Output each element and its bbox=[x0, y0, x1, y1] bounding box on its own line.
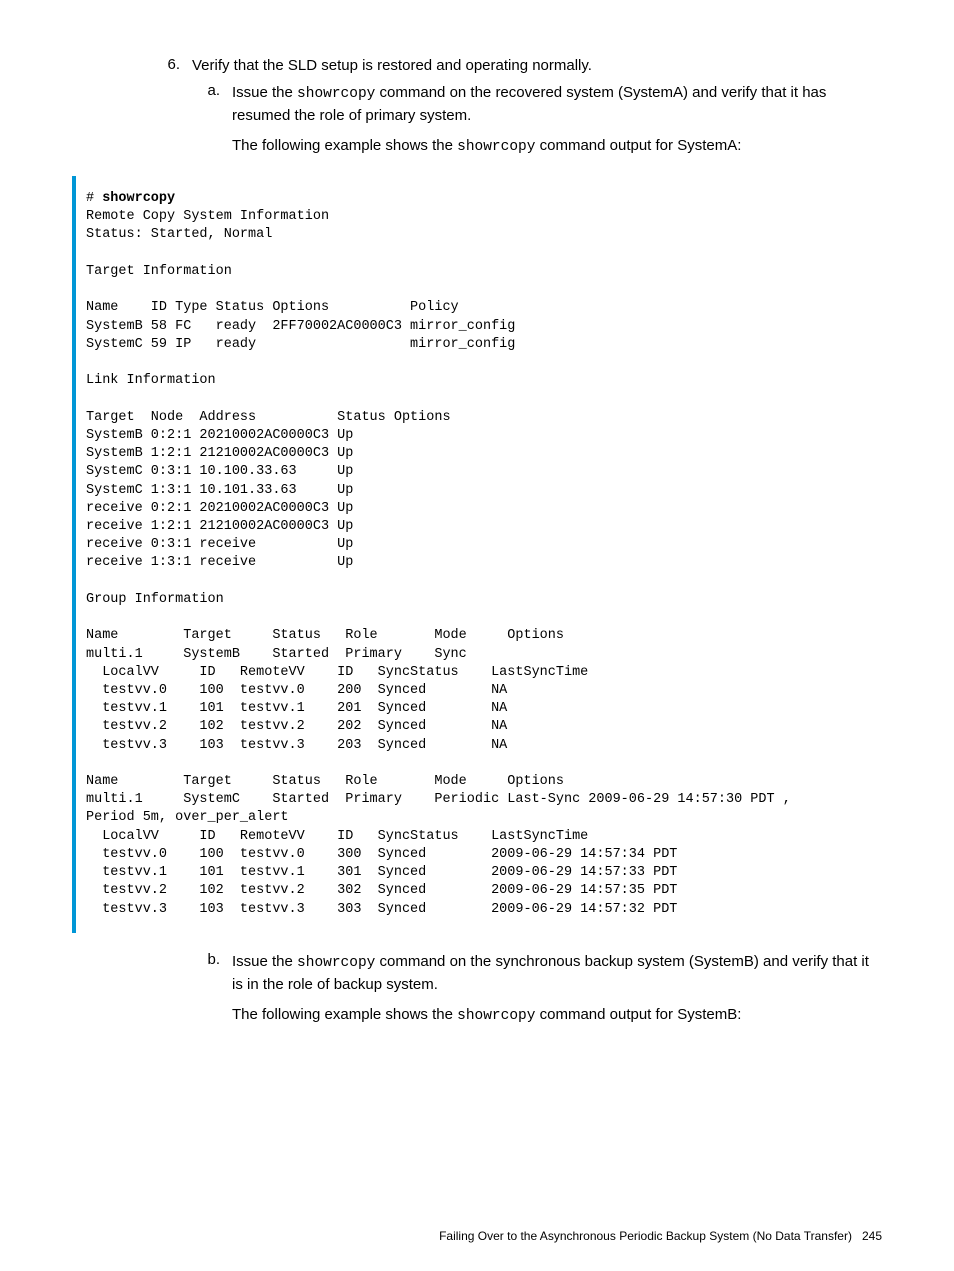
step-6: 6. Verify that the SLD setup is restored… bbox=[152, 56, 882, 76]
sub-letter: a. bbox=[192, 82, 232, 158]
paragraph: The following example shows the showrcop… bbox=[232, 1004, 882, 1027]
text-fragment: The following example shows the bbox=[232, 137, 457, 154]
step-number: 6. bbox=[152, 56, 192, 76]
inline-code: showrcopy bbox=[297, 86, 375, 102]
sub-letter: b. bbox=[192, 951, 232, 1027]
page-footer: Failing Over to the Asynchronous Periodi… bbox=[439, 1229, 882, 1243]
footer-title: Failing Over to the Asynchronous Periodi… bbox=[439, 1229, 852, 1243]
footer-page: 245 bbox=[862, 1229, 882, 1243]
inline-code: showrcopy bbox=[457, 1008, 535, 1024]
step-6a: a. Issue the showrcopy command on the re… bbox=[192, 82, 882, 158]
sub-body: Issue the showrcopy command on the recov… bbox=[232, 82, 882, 158]
step-text: Verify that the SLD setup is restored an… bbox=[192, 56, 882, 76]
text-fragment: Issue the bbox=[232, 953, 297, 970]
text-fragment: Issue the bbox=[232, 84, 297, 101]
inline-code: showrcopy bbox=[297, 955, 375, 971]
code-output: Remote Copy System Information Status: S… bbox=[86, 209, 791, 916]
text-fragment: The following example shows the bbox=[232, 1006, 457, 1023]
code-command: showrcopy bbox=[102, 191, 175, 206]
text-fragment: command output for SystemB: bbox=[535, 1006, 741, 1023]
text-fragment: command output for SystemA: bbox=[535, 137, 741, 154]
inline-code: showrcopy bbox=[457, 139, 535, 155]
code-prompt: # bbox=[86, 191, 102, 206]
code-block-systema: # showrcopy Remote Copy System Informati… bbox=[72, 176, 882, 933]
step-6b: b. Issue the showrcopy command on the sy… bbox=[192, 951, 882, 1027]
sub-body: Issue the showrcopy command on the synch… bbox=[232, 951, 882, 1027]
paragraph: The following example shows the showrcop… bbox=[232, 135, 882, 158]
